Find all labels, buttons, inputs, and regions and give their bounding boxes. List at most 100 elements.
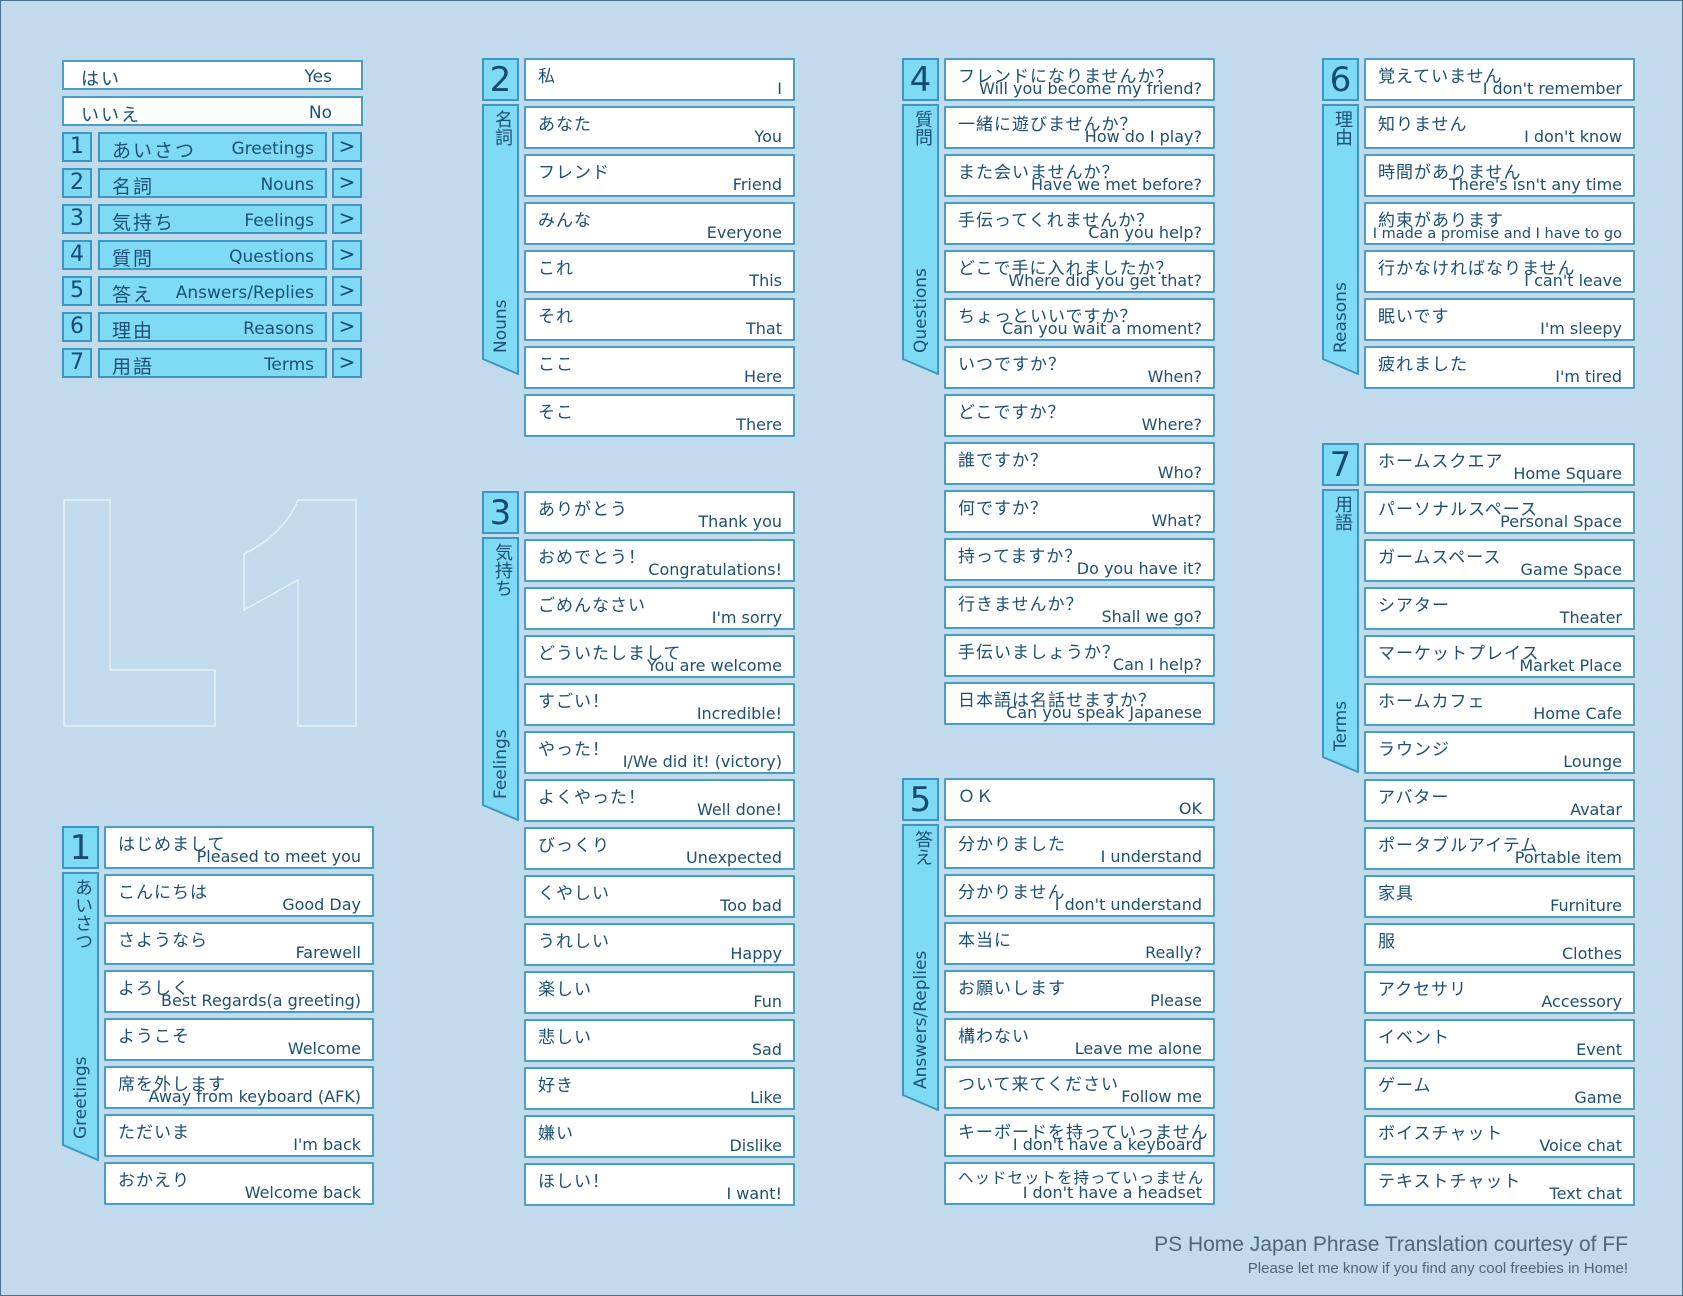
phrase-card[interactable]: 服 Clothes bbox=[1364, 923, 1635, 966]
phrase-card[interactable]: はじめまして Pleased to meet you bbox=[104, 826, 374, 869]
phrase-card[interactable]: よろしく Best Regards(a greeting) bbox=[104, 970, 374, 1013]
phrase-card[interactable]: ようこそ Welcome bbox=[104, 1018, 374, 1061]
phrase-card[interactable]: 時間がありません There's isn't any time bbox=[1364, 154, 1635, 197]
phrase-card[interactable]: 構わない Leave me alone bbox=[944, 1018, 1215, 1061]
chevron-right-icon[interactable]: > bbox=[332, 312, 362, 342]
phrase-card[interactable]: あなた You bbox=[524, 106, 795, 149]
phrase-card[interactable]: ヘッドセットを持っていっません I don't have a headset bbox=[944, 1162, 1215, 1205]
phrase-card[interactable]: 嫌い Dislike bbox=[524, 1115, 795, 1158]
phrase-card[interactable]: どこですか？ Where? bbox=[944, 394, 1215, 437]
phrase-card[interactable]: アバター Avatar bbox=[1364, 779, 1635, 822]
chevron-right-icon[interactable]: > bbox=[332, 204, 362, 234]
phrase-card[interactable]: 好き Like bbox=[524, 1067, 795, 1110]
phrase-card[interactable]: アクセサリ Accessory bbox=[1364, 971, 1635, 1014]
phrase-card[interactable]: おめでとう！ Congratulations! bbox=[524, 539, 795, 582]
phrase-card[interactable]: パーソナルスペース Personal Space bbox=[1364, 491, 1635, 534]
chevron-right-icon[interactable]: > bbox=[332, 132, 362, 162]
phrase-card[interactable]: いつですか？ When? bbox=[944, 346, 1215, 389]
menu-item-feelings[interactable]: 気持ち Feelings bbox=[98, 204, 327, 234]
phrase-card[interactable]: ちょっといいですか？ Can you wait a moment? bbox=[944, 298, 1215, 341]
menu-item-greetings[interactable]: あいさつ Greetings bbox=[98, 132, 327, 162]
phrase-card[interactable]: 約束があります I made a promise and I have to go bbox=[1364, 202, 1635, 245]
phrase-card[interactable]: ホームカフェ Home Cafe bbox=[1364, 683, 1635, 726]
chevron-right-icon[interactable]: > bbox=[332, 276, 362, 306]
phrase-card[interactable]: フレンド Friend bbox=[524, 154, 795, 197]
phrase-card[interactable]: みんな Everyone bbox=[524, 202, 795, 245]
phrase-card[interactable]: おかえり Welcome back bbox=[104, 1162, 374, 1205]
phrase-card[interactable]: 持ってますか？ Do you have it? bbox=[944, 538, 1215, 581]
phrase-card[interactable]: ポータブルアイテム Portable item bbox=[1364, 827, 1635, 870]
phrase-card[interactable]: キーボードを持っていっません I don't have a keyboard bbox=[944, 1114, 1215, 1157]
yes-button[interactable]: はい Yes bbox=[62, 60, 363, 90]
phrase-card[interactable]: マーケットプレイス Market Place bbox=[1364, 635, 1635, 678]
phrase-card[interactable]: こんにちは Good Day bbox=[104, 874, 374, 917]
phrase-card[interactable]: 覚えていません I don't remember bbox=[1364, 58, 1635, 101]
phrase-card[interactable]: 疲れました I'm tired bbox=[1364, 346, 1635, 389]
phrase-card[interactable]: びっくり Unexpected bbox=[524, 827, 795, 870]
phrase-card[interactable]: それ That bbox=[524, 298, 795, 341]
phrase-card[interactable]: 行かなければなりません I can't leave bbox=[1364, 250, 1635, 293]
phrase-card[interactable]: 知りません I don't know bbox=[1364, 106, 1635, 149]
phrase-card[interactable]: そこ There bbox=[524, 394, 795, 437]
no-button[interactable]: いいえ No bbox=[62, 96, 363, 126]
phrase-card[interactable]: 家具 Furniture bbox=[1364, 875, 1635, 918]
phrase-card[interactable]: 悲しい Sad bbox=[524, 1019, 795, 1062]
phrase-card[interactable]: どこで手に入れましたか？ Where did you get that? bbox=[944, 250, 1215, 293]
phrase-card[interactable]: うれしい Happy bbox=[524, 923, 795, 966]
phrase-card[interactable]: 誰ですか？ Who? bbox=[944, 442, 1215, 485]
phrase-card[interactable]: ごめんなさい I'm sorry bbox=[524, 587, 795, 630]
menu-item-terms[interactable]: 用語 Terms bbox=[98, 348, 327, 378]
menu-item-answers-replies[interactable]: 答え Answers/Replies bbox=[98, 276, 327, 306]
menu-item-questions[interactable]: 質問 Questions bbox=[98, 240, 327, 270]
chevron-right-icon[interactable]: > bbox=[332, 240, 362, 270]
phrase-card[interactable]: お願いします Please bbox=[944, 970, 1215, 1013]
phrase-japanese: 覚えていません bbox=[1378, 67, 1503, 87]
phrase-card[interactable]: どういたしまして You are welcome bbox=[524, 635, 795, 678]
phrase-card[interactable]: 分かりました I understand bbox=[944, 826, 1215, 869]
phrase-card[interactable]: ＯＫ OK bbox=[944, 778, 1215, 821]
phrase-card[interactable]: これ This bbox=[524, 250, 795, 293]
phrase-card[interactable]: 眠いです I'm sleepy bbox=[1364, 298, 1635, 341]
menu-item-en: Answers/Replies bbox=[175, 283, 314, 303]
chevron-right-icon[interactable]: > bbox=[332, 168, 362, 198]
chevron-right-icon[interactable]: > bbox=[332, 348, 362, 378]
phrase-card[interactable]: ラウンジ Lounge bbox=[1364, 731, 1635, 774]
phrase-english: I don't remember bbox=[1482, 79, 1622, 98]
phrase-card[interactable]: 日本語は名話せますか？ Can you speak Japanese bbox=[944, 682, 1215, 725]
phrase-card[interactable]: ホームスクエア Home Square bbox=[1364, 443, 1635, 486]
phrase-card[interactable]: ここ Here bbox=[524, 346, 795, 389]
phrase-japanese: あなた bbox=[538, 115, 592, 135]
phrase-card[interactable]: くやしい Too bad bbox=[524, 875, 795, 918]
phrase-card[interactable]: よくやった！ Well done! bbox=[524, 779, 795, 822]
phrase-card[interactable]: ガームスペース Game Space bbox=[1364, 539, 1635, 582]
phrase-card[interactable]: ありがとう Thank you bbox=[524, 491, 795, 534]
phrase-card[interactable]: やった！ I/We did it! (victory) bbox=[524, 731, 795, 774]
phrase-card[interactable]: ボイスチャット Voice chat bbox=[1364, 1115, 1635, 1158]
phrase-card[interactable]: ほしい！ I want! bbox=[524, 1163, 795, 1206]
menu-item-nouns[interactable]: 名詞 Nouns bbox=[98, 168, 327, 198]
phrase-card[interactable]: 一緒に遊びませんか？ How do I play? bbox=[944, 106, 1215, 149]
phrase-card[interactable]: フレンドになりませんか？ Will you become my friend? bbox=[944, 58, 1215, 101]
phrase-card[interactable]: 行きませんか？ Shall we go? bbox=[944, 586, 1215, 629]
phrase-card[interactable]: また会いませんか？ Have we met before? bbox=[944, 154, 1215, 197]
phrase-card[interactable]: 何ですか？ What? bbox=[944, 490, 1215, 533]
phrase-japanese: びっくり bbox=[538, 836, 610, 856]
phrase-card[interactable]: ついて来てください Follow me bbox=[944, 1066, 1215, 1109]
phrase-card[interactable]: 分かりません I don't understand bbox=[944, 874, 1215, 917]
phrase-card[interactable]: ゲーム Game bbox=[1364, 1067, 1635, 1110]
menu-item-reasons[interactable]: 理由 Reasons bbox=[98, 312, 327, 342]
phrase-card[interactable]: 楽しい Fun bbox=[524, 971, 795, 1014]
menu-item-en: Questions bbox=[229, 247, 314, 267]
phrase-card[interactable]: さようなら Farewell bbox=[104, 922, 374, 965]
phrase-card[interactable]: ただいま I'm back bbox=[104, 1114, 374, 1157]
phrase-card[interactable]: イベント Event bbox=[1364, 1019, 1635, 1062]
phrase-card[interactable]: テキストチャット Text chat bbox=[1364, 1163, 1635, 1206]
phrase-japanese: イベント bbox=[1378, 1028, 1450, 1048]
phrase-card[interactable]: 本当に Really? bbox=[944, 922, 1215, 965]
phrase-card[interactable]: シアター Theater bbox=[1364, 587, 1635, 630]
phrase-card[interactable]: 手伝ってくれませんか？ Can you help? bbox=[944, 202, 1215, 245]
phrase-card[interactable]: すごい！ Incredible! bbox=[524, 683, 795, 726]
phrase-card[interactable]: 席を外します Away from keyboard (AFK) bbox=[104, 1066, 374, 1109]
phrase-card[interactable]: 手伝いましょうか？ Can I help? bbox=[944, 634, 1215, 677]
